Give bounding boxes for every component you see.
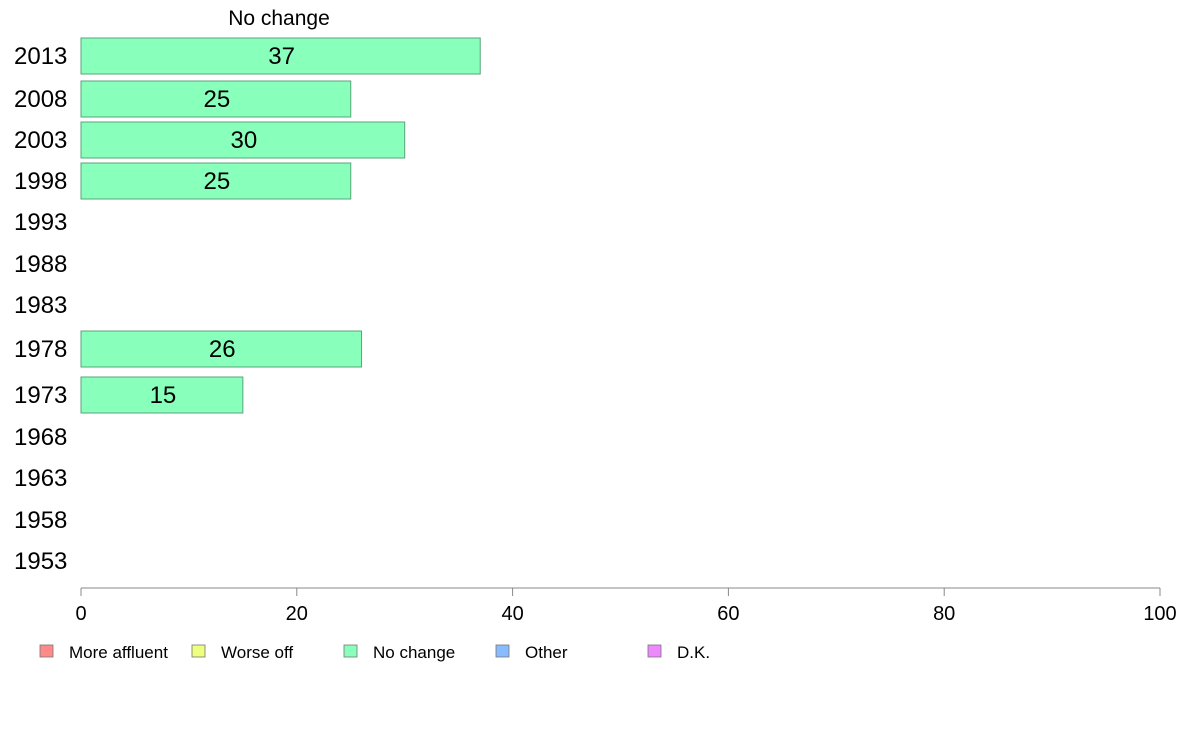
legend: More affluent Worse off No change Other D.K. bbox=[39, 643, 710, 662]
legend-label-d-k: D.K. bbox=[677, 643, 710, 662]
category-axis: 2013 2008 2003 1998 1993 1988 1983 1978 1973 1968… bbox=[14, 43, 67, 575]
legend-swatch-more-affluent bbox=[39, 644, 54, 658]
legend-label-more-affluent: More affluent bbox=[69, 643, 168, 662]
bar-2008 bbox=[80, 80, 352, 118]
category-label-1983: 1983 bbox=[14, 292, 67, 319]
legend-swatch-other bbox=[495, 644, 510, 658]
bar-1978 bbox=[80, 330, 363, 368]
category-label-1963: 1963 bbox=[14, 465, 67, 492]
legend-label-worse-off: Worse off bbox=[221, 643, 293, 662]
category-label-2003: 2003 bbox=[14, 127, 67, 154]
category-label-1978: 1978 bbox=[14, 336, 67, 363]
bar-1998 bbox=[80, 162, 352, 200]
x-tick-label-60: 60 bbox=[717, 603, 739, 625]
legend-label-other: Other bbox=[525, 643, 568, 662]
category-label-1993: 1993 bbox=[14, 209, 67, 236]
x-tick-label-20: 20 bbox=[286, 603, 308, 625]
x-tick-label-80: 80 bbox=[933, 603, 955, 625]
bar-value-label-2003: 30 bbox=[230, 127, 257, 154]
bar-value-label-2013: 37 bbox=[268, 43, 295, 70]
bar-2003 bbox=[80, 121, 406, 159]
category-label-1998: 1998 bbox=[14, 168, 67, 195]
x-tick-label-40: 40 bbox=[501, 603, 523, 625]
x-axis: 0 20 40 60 80 100 bbox=[75, 587, 1177, 625]
legend-swatch-no-change bbox=[343, 644, 358, 658]
bar-1973 bbox=[80, 376, 244, 414]
category-label-1958: 1958 bbox=[14, 507, 67, 534]
bars-group: 37 25 30 25 26 15 bbox=[80, 37, 481, 414]
x-tick-label-0: 0 bbox=[75, 603, 86, 625]
bar-value-label-1973: 15 bbox=[150, 382, 177, 409]
bar-value-label-2008: 25 bbox=[204, 86, 231, 113]
x-tick-label-100: 100 bbox=[1143, 603, 1176, 625]
legend-swatch-d-k bbox=[647, 644, 662, 658]
bar-value-label-1998: 25 bbox=[204, 168, 231, 195]
bar-value-label-1978: 26 bbox=[209, 336, 236, 363]
chart-title: No change bbox=[228, 7, 330, 30]
category-label-2013: 2013 bbox=[14, 43, 67, 70]
category-label-2008: 2008 bbox=[14, 86, 67, 113]
category-label-1953: 1953 bbox=[14, 548, 67, 575]
legend-label-no-change: No change bbox=[373, 643, 455, 662]
category-label-1973: 1973 bbox=[14, 382, 67, 409]
category-label-1988: 1988 bbox=[14, 251, 67, 278]
legend-swatch-worse-off bbox=[191, 644, 206, 658]
category-label-1968: 1968 bbox=[14, 424, 67, 451]
bar-2013 bbox=[80, 37, 481, 75]
